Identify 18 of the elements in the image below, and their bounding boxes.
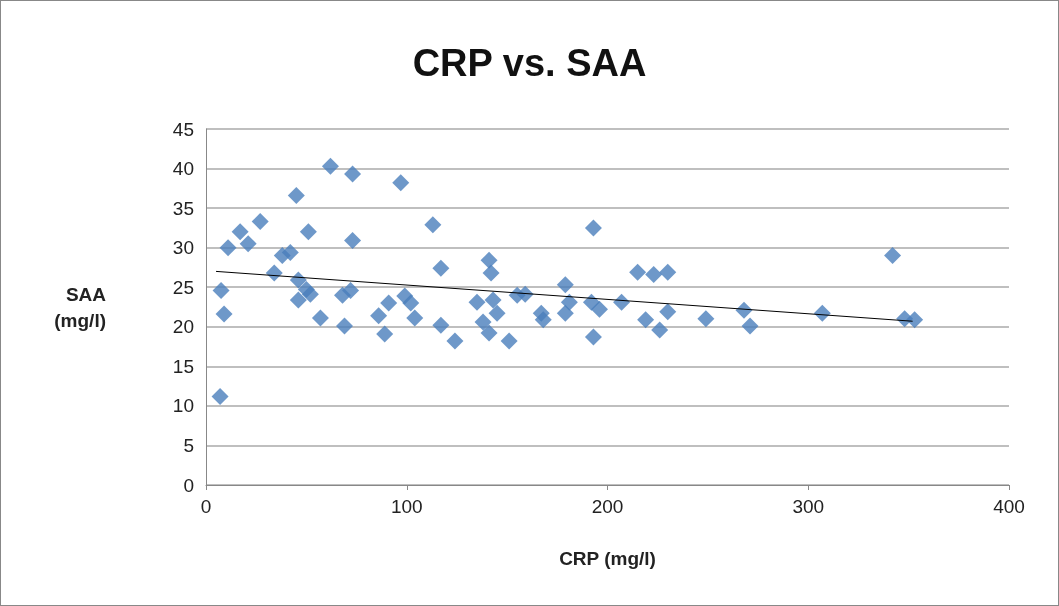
x-tick-label: 100 [390, 496, 423, 517]
x-tick-label: 0 [200, 496, 212, 517]
y-tick-label: 30 [172, 237, 194, 259]
y-tick-label: 15 [172, 355, 194, 377]
x-axis-title: CRP (mg/l) [559, 547, 656, 569]
y-tick-label: 0 [183, 474, 194, 496]
y-tick-label: 5 [183, 434, 194, 456]
chart-title: CRP vs. SAA [412, 42, 647, 84]
y-tick-label: 45 [172, 118, 194, 140]
y-tick-label: 10 [172, 395, 194, 417]
x-tick-label: 200 [591, 496, 624, 517]
y-tick-label: 25 [172, 276, 194, 298]
y-tick-label: 20 [172, 316, 194, 338]
y-tick-label: 35 [172, 197, 194, 219]
x-tick-label: 300 [792, 496, 825, 517]
x-tick-label: 400 [993, 496, 1025, 517]
y-axis-title: SAA (mg/l) [54, 283, 107, 331]
y-tick-label: 40 [172, 158, 194, 180]
